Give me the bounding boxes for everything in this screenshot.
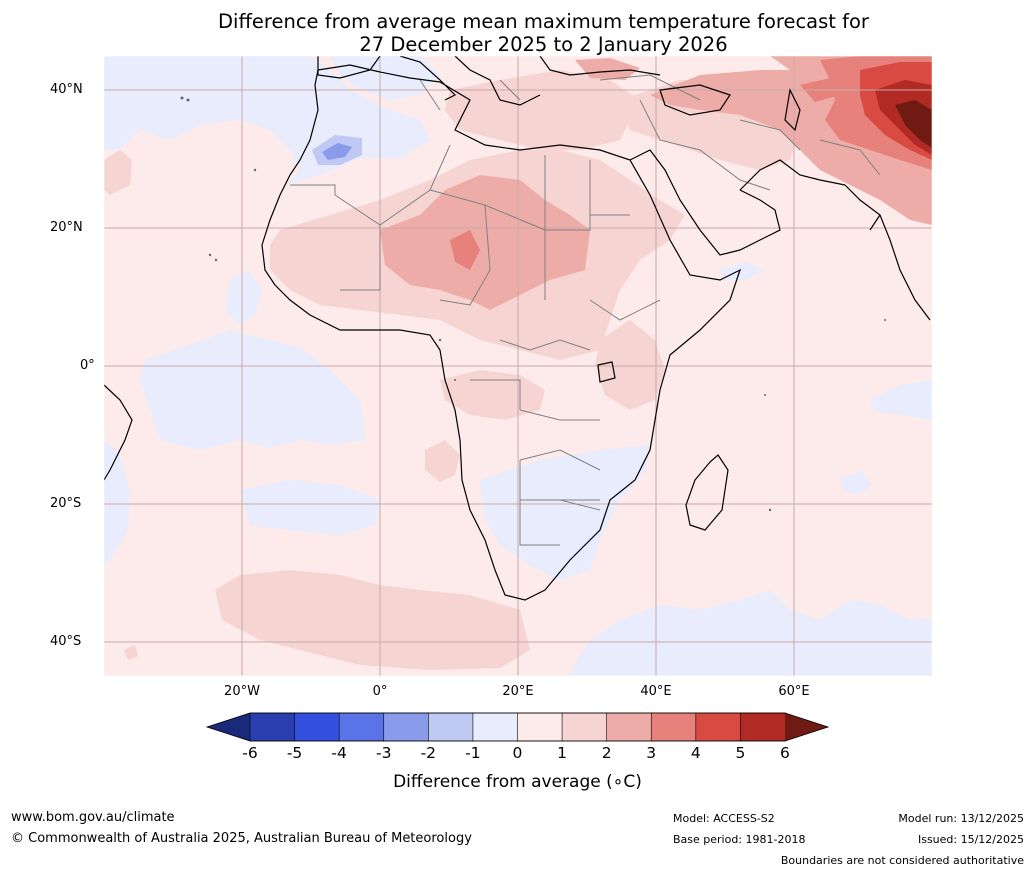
colorbar-tick-label: 3 <box>646 744 657 762</box>
lon-label-20w: 20°W <box>224 684 260 699</box>
chart-title-line2: 27 December 2025 to 2 January 2026 <box>359 33 728 56</box>
colorbar-tick-label: 6 <box>780 744 790 762</box>
colorbar-swatch <box>517 712 563 742</box>
colorbar-outline <box>205 712 830 742</box>
colorbar-extend-high <box>784 713 828 741</box>
colorbar-swatch <box>695 712 742 742</box>
colorbar-extend-low <box>207 713 250 741</box>
map-field <box>104 56 932 676</box>
anomaly-cool-madagascar-east <box>840 472 872 495</box>
colorbar-title: Difference from average (∘C) <box>393 772 642 792</box>
colorbar-swatch <box>249 712 296 742</box>
chart-title-line1: Difference from average mean maximum tem… <box>218 10 869 33</box>
footer-copyright: © Commonwealth of Australia 2025, Austra… <box>11 831 472 846</box>
colorbar-tick-label: -3 <box>376 744 392 762</box>
footer-model-run: Model run: 13/12/2025 <box>898 812 1024 825</box>
colorbar-tick-label: -1 <box>465 744 481 762</box>
colorbar-tick-label: 1 <box>557 744 568 762</box>
lat-label-0: 0° <box>80 358 95 373</box>
lon-label-60e: 60°E <box>778 684 810 699</box>
lon-label-20e: 20°E <box>502 684 534 699</box>
footer-url: www.bom.gov.au/climate <box>11 810 175 825</box>
colorbar-swatch <box>294 712 340 742</box>
anomaly-cool-arabian-sea <box>720 262 765 280</box>
anomaly-cool-west-africa-coast <box>226 270 262 325</box>
lat-label-20n: 20°N <box>50 220 83 235</box>
colorbar-tick-label: 4 <box>690 744 701 762</box>
footer-model: Model: ACCESS-S2 <box>673 812 775 825</box>
colorbar-tick-label: -4 <box>331 744 347 762</box>
colorbar-tick-label: -2 <box>420 744 437 762</box>
anomaly-warm-sahel-strong <box>380 175 590 310</box>
colorbar-tick-label: 5 <box>735 744 746 762</box>
colorbar-swatch <box>650 712 697 742</box>
anomaly-cool-south-atlantic <box>240 480 380 535</box>
anomaly-hot-peak <box>895 100 932 148</box>
anomaly-warm-mediterranean-small <box>575 58 640 80</box>
colorbar-tick-label: -5 <box>286 744 303 762</box>
colorbar-swatch <box>606 712 653 742</box>
colorbar-swatch <box>428 712 474 742</box>
lat-label-40s: 40°S <box>50 634 82 649</box>
anomaly-warm-south-atlantic <box>215 570 530 670</box>
coastlines <box>104 56 931 601</box>
footer-base-period: Base period: 1981-2018 <box>673 833 806 846</box>
lon-label-40e: 40°E <box>640 684 672 699</box>
anomaly-warm-sahel-core <box>450 230 480 270</box>
footer-disclaimer: Boundaries are not considered authoritat… <box>780 854 1024 867</box>
anomaly-cool-equatorial-atlantic <box>140 330 365 450</box>
colorbar-tick-label: -6 <box>242 744 258 762</box>
lat-label-20s: 20°S <box>50 496 82 511</box>
anomaly-warm-east-africa <box>595 320 665 410</box>
colorbar-swatch <box>383 712 430 742</box>
anomaly-cool-indian-ocean <box>870 380 932 420</box>
anomaly-warm-congo <box>440 370 545 420</box>
anomaly-cool-brazil-coast <box>104 440 130 565</box>
colorbar-swatches <box>207 712 828 742</box>
colorbar-tick-label: 2 <box>601 744 612 762</box>
footer-issued: Issued: 15/12/2025 <box>917 833 1024 846</box>
anomaly-warm-south-atlantic-small <box>124 645 138 660</box>
country-boundaries <box>290 74 881 546</box>
lon-label-0: 0° <box>372 684 388 699</box>
anomaly-cool-morocco-strong <box>322 143 352 160</box>
anomaly-warm-north-atlantic-small <box>104 150 132 195</box>
lat-label-40n: 40°N <box>50 82 83 97</box>
islands <box>180 96 886 512</box>
anomaly-cool-southern-africa <box>480 445 650 580</box>
anomaly-cool-southern-ocean <box>570 590 932 676</box>
colorbar-swatch <box>740 712 786 742</box>
graticule <box>104 56 932 676</box>
colorbar-tick-label: 0 <box>512 744 523 762</box>
map-frame <box>103 55 933 677</box>
anomaly-warm-angola-coast <box>425 440 460 482</box>
colorbar-swatch <box>338 712 385 742</box>
colorbar-swatch <box>561 712 608 742</box>
colorbar-swatch <box>472 712 519 742</box>
